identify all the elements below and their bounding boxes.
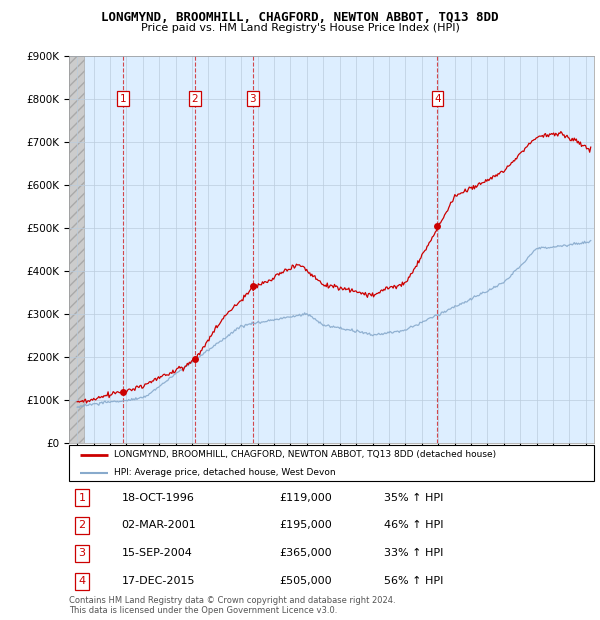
- Text: 17-DEC-2015: 17-DEC-2015: [121, 576, 195, 587]
- Bar: [69, 56, 84, 443]
- Text: 15-SEP-2004: 15-SEP-2004: [121, 548, 193, 559]
- Text: £195,000: £195,000: [279, 520, 332, 531]
- Text: 2: 2: [79, 520, 86, 531]
- Text: Price paid vs. HM Land Registry's House Price Index (HPI): Price paid vs. HM Land Registry's House …: [140, 23, 460, 33]
- Text: 46% ↑ HPI: 46% ↑ HPI: [384, 520, 443, 531]
- Text: £119,000: £119,000: [279, 492, 332, 503]
- Text: 3: 3: [79, 548, 86, 559]
- Text: 1: 1: [119, 94, 126, 104]
- Text: 4: 4: [79, 576, 86, 587]
- Text: £505,000: £505,000: [279, 576, 332, 587]
- Text: 56% ↑ HPI: 56% ↑ HPI: [384, 576, 443, 587]
- Text: LONGMYND, BROOMHILL, CHAGFORD, NEWTON ABBOT, TQ13 8DD: LONGMYND, BROOMHILL, CHAGFORD, NEWTON AB…: [101, 11, 499, 24]
- Text: 18-OCT-1996: 18-OCT-1996: [121, 492, 194, 503]
- Text: Contains HM Land Registry data © Crown copyright and database right 2024.: Contains HM Land Registry data © Crown c…: [69, 596, 395, 604]
- Text: 35% ↑ HPI: 35% ↑ HPI: [384, 492, 443, 503]
- Text: HPI: Average price, detached house, West Devon: HPI: Average price, detached house, West…: [113, 468, 335, 477]
- Text: 2: 2: [191, 94, 198, 104]
- Text: £365,000: £365,000: [279, 548, 332, 559]
- Text: 3: 3: [250, 94, 256, 104]
- Text: LONGMYND, BROOMHILL, CHAGFORD, NEWTON ABBOT, TQ13 8DD (detached house): LONGMYND, BROOMHILL, CHAGFORD, NEWTON AB…: [113, 450, 496, 459]
- Text: 02-MAR-2001: 02-MAR-2001: [121, 520, 196, 531]
- Text: 4: 4: [434, 94, 441, 104]
- Text: 33% ↑ HPI: 33% ↑ HPI: [384, 548, 443, 559]
- Text: 1: 1: [79, 492, 86, 503]
- Text: This data is licensed under the Open Government Licence v3.0.: This data is licensed under the Open Gov…: [69, 606, 337, 614]
